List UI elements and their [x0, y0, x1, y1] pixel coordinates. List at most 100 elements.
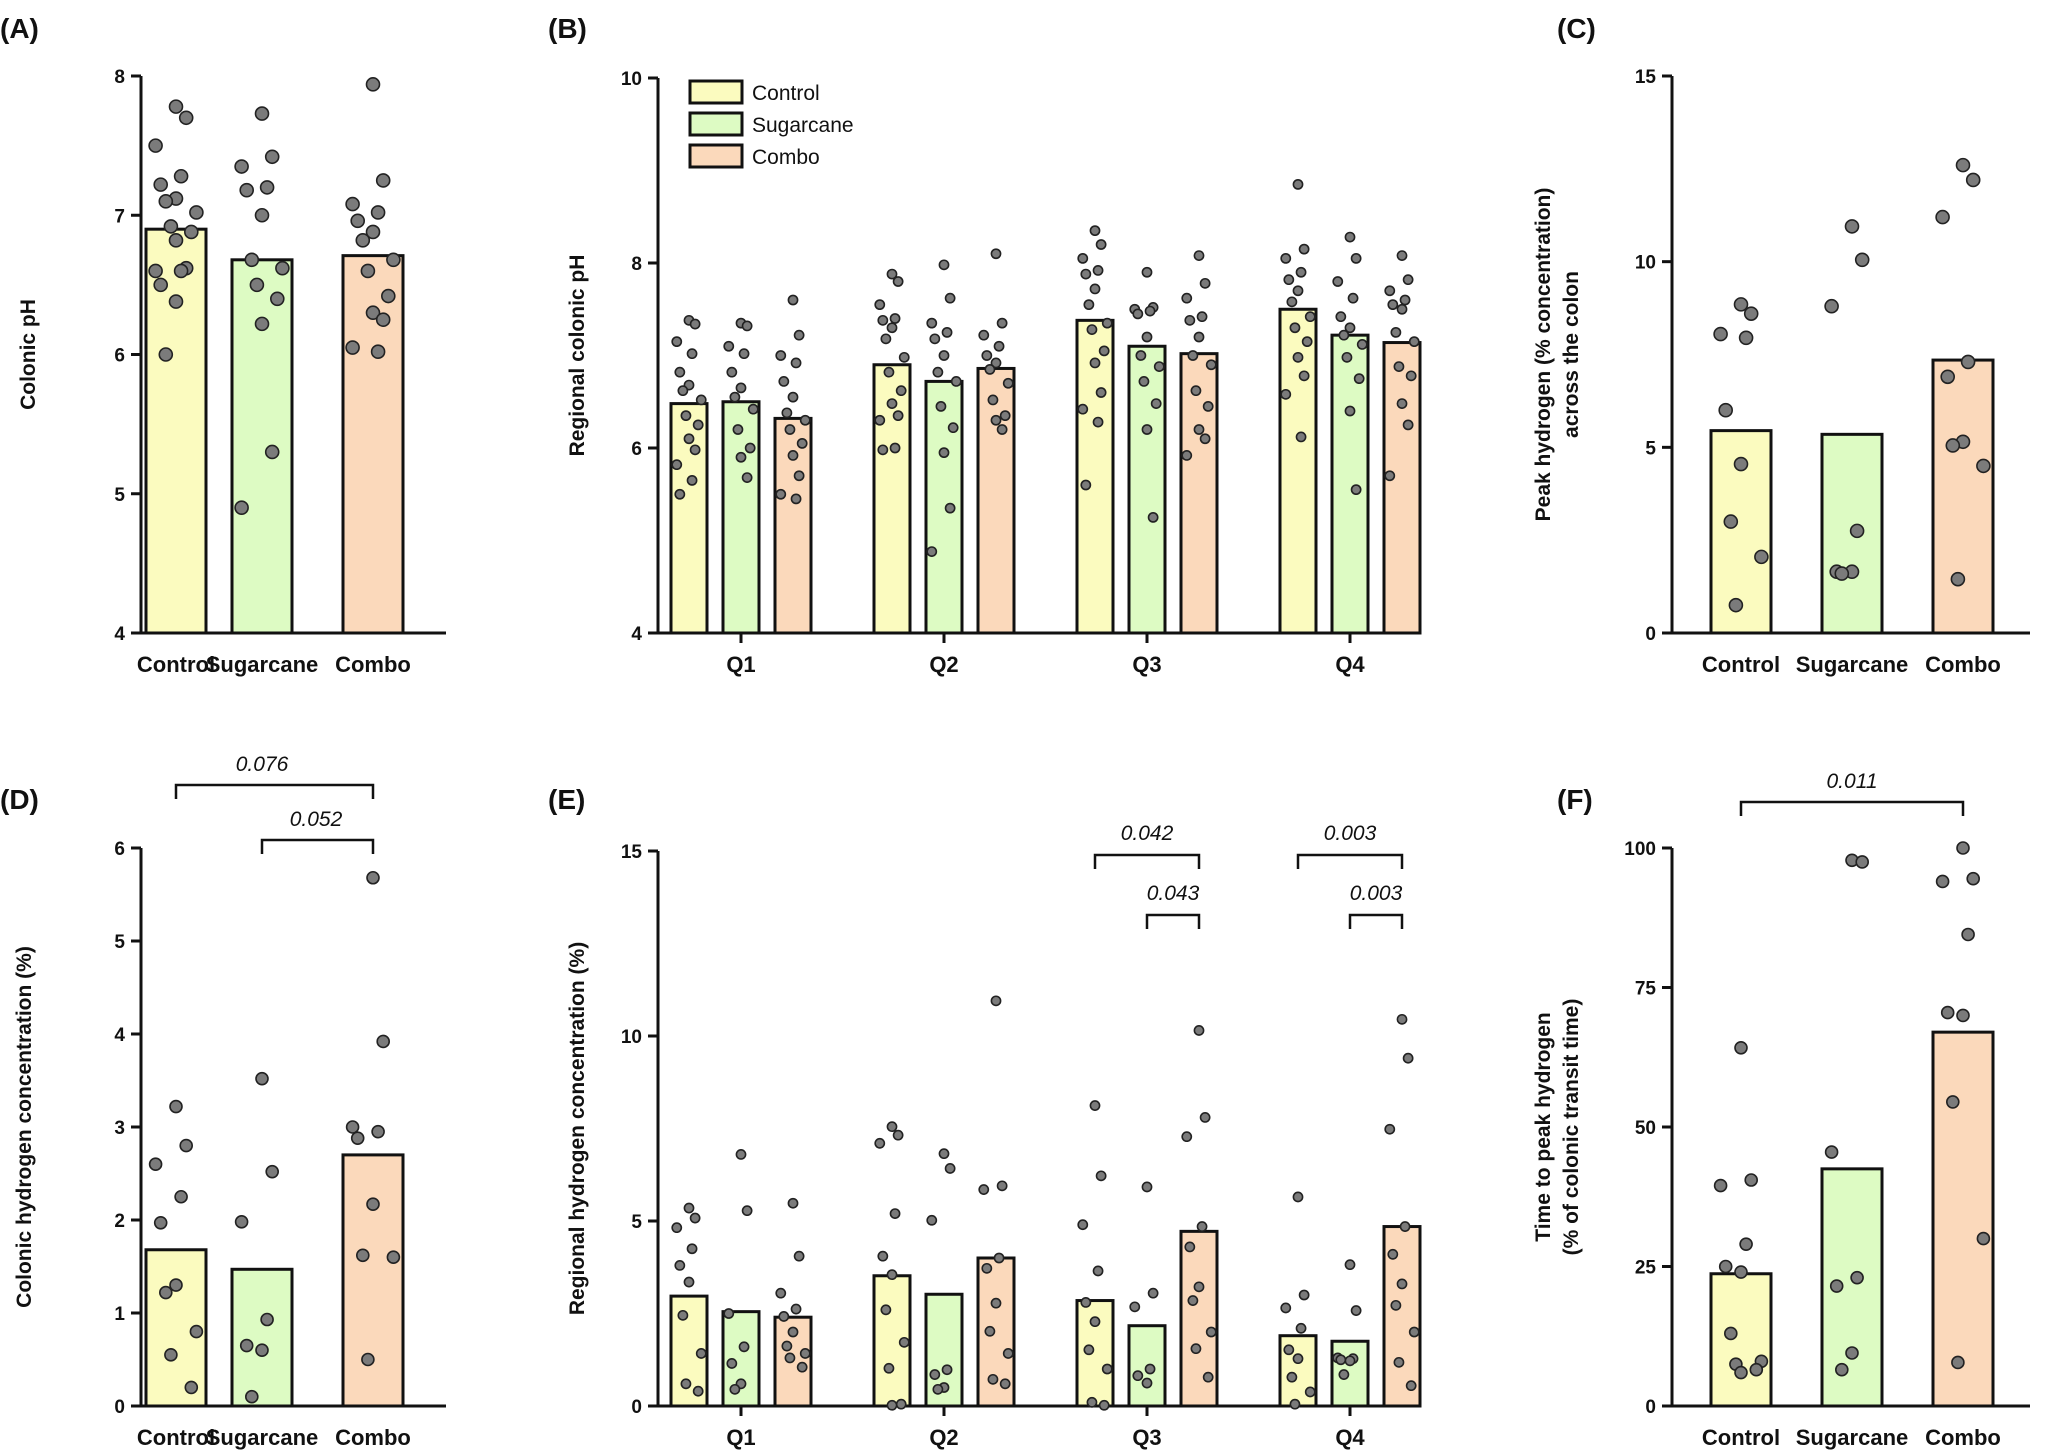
data-point	[996, 317, 1008, 329]
data-point	[1181, 449, 1193, 461]
data-point	[1402, 1052, 1414, 1064]
data-point	[1396, 398, 1408, 409]
data-point	[1738, 330, 1754, 346]
y-tick-label: 25	[1635, 1258, 1657, 1279]
data-point	[365, 224, 381, 240]
data-point	[1193, 1281, 1205, 1293]
data-point	[1141, 1377, 1153, 1389]
data-point	[987, 394, 999, 406]
data-point	[1138, 375, 1150, 387]
y-tick-label: 5	[631, 1212, 642, 1233]
data-point	[1724, 1326, 1738, 1341]
data-point	[689, 444, 701, 456]
data-point	[1754, 549, 1769, 565]
data-point	[173, 263, 189, 279]
data-point	[984, 363, 996, 375]
data-point	[941, 326, 953, 338]
data-point	[677, 385, 689, 397]
data-point	[729, 391, 741, 403]
x-category-label: Q1	[726, 652, 755, 677]
data-point	[1335, 311, 1347, 323]
data-point	[1101, 1363, 1113, 1375]
data-point	[1976, 458, 1991, 474]
panel-d: (D) 0 1 2 3 4 5 6 Colonic hydrogen concentration…	[0, 753, 446, 1450]
data-point	[1086, 324, 1098, 335]
data-point	[159, 1285, 173, 1300]
data-point	[1935, 874, 1950, 889]
data-point	[1338, 1369, 1350, 1380]
data-point	[269, 291, 285, 307]
data-point	[386, 252, 401, 268]
data-point	[926, 546, 938, 557]
data-point	[978, 329, 990, 341]
data-point	[889, 442, 901, 454]
data-point	[1202, 400, 1214, 412]
data-point	[898, 1336, 910, 1348]
data-point	[889, 313, 901, 324]
data-point	[1199, 433, 1211, 445]
data-point	[726, 1358, 738, 1369]
data-point	[1101, 317, 1113, 329]
p-value-label: 0.076	[236, 753, 289, 776]
data-point	[1854, 252, 1870, 268]
data-point	[168, 99, 184, 114]
data-point	[796, 1361, 808, 1373]
data-point	[153, 177, 168, 192]
y-tick-label: 3	[114, 1118, 125, 1139]
data-point	[350, 213, 366, 229]
data-point	[1960, 354, 1976, 370]
data-point	[1713, 326, 1728, 342]
data-point	[877, 1250, 889, 1262]
data-point	[781, 1340, 793, 1352]
data-point	[1940, 1005, 1955, 1020]
data-point	[886, 268, 898, 280]
y-tick-label: 6	[631, 439, 642, 460]
data-point	[1845, 1346, 1859, 1360]
data-point	[883, 366, 895, 378]
bar-combo-q2	[976, 366, 1016, 635]
p-value-label: 0.042	[1121, 822, 1174, 845]
data-point	[1733, 297, 1749, 312]
data-point	[1850, 1270, 1864, 1285]
data-point	[234, 500, 249, 515]
data-point	[1295, 266, 1307, 278]
data-point	[1098, 345, 1110, 357]
data-point	[981, 350, 993, 361]
bar-sugarcane-q4	[1330, 1339, 1370, 1408]
y-tick-label: 2	[114, 1211, 125, 1232]
data-point	[1193, 331, 1205, 343]
data-point	[689, 318, 701, 330]
data-point	[996, 424, 1008, 435]
panel-f: (F) 0 25 50 75 100 Time to peak hydrogen (% of …	[1532, 770, 2030, 1450]
data-point	[245, 1389, 259, 1404]
data-point	[1353, 373, 1365, 385]
data-point	[944, 502, 956, 514]
data-point	[179, 1138, 193, 1153]
data-point	[1390, 1299, 1402, 1311]
x-category-label: Control	[137, 1425, 215, 1450]
data-point	[1844, 219, 1860, 234]
data-point	[370, 344, 386, 360]
data-point	[799, 1348, 811, 1359]
data-point	[883, 1362, 895, 1374]
data-point	[950, 375, 962, 387]
data-point	[1132, 1370, 1144, 1382]
data-point	[1181, 292, 1193, 304]
data-point	[1292, 285, 1304, 297]
y-tick-label: 10	[621, 1027, 642, 1048]
data-point	[1402, 419, 1414, 431]
data-point	[1187, 1295, 1199, 1306]
data-point	[1280, 388, 1292, 400]
data-point	[168, 233, 184, 248]
bar-sugarcane-q1	[721, 1310, 761, 1408]
data-point	[778, 375, 790, 387]
data-point	[683, 433, 695, 445]
data-point	[1951, 1355, 1965, 1370]
data-point	[738, 348, 750, 360]
data-point	[345, 1120, 360, 1134]
data-point	[1141, 1181, 1153, 1193]
y-axis-label-line: Regional colonic pH	[566, 255, 589, 457]
data-point	[680, 410, 692, 422]
significance-bracket	[1145, 913, 1201, 929]
